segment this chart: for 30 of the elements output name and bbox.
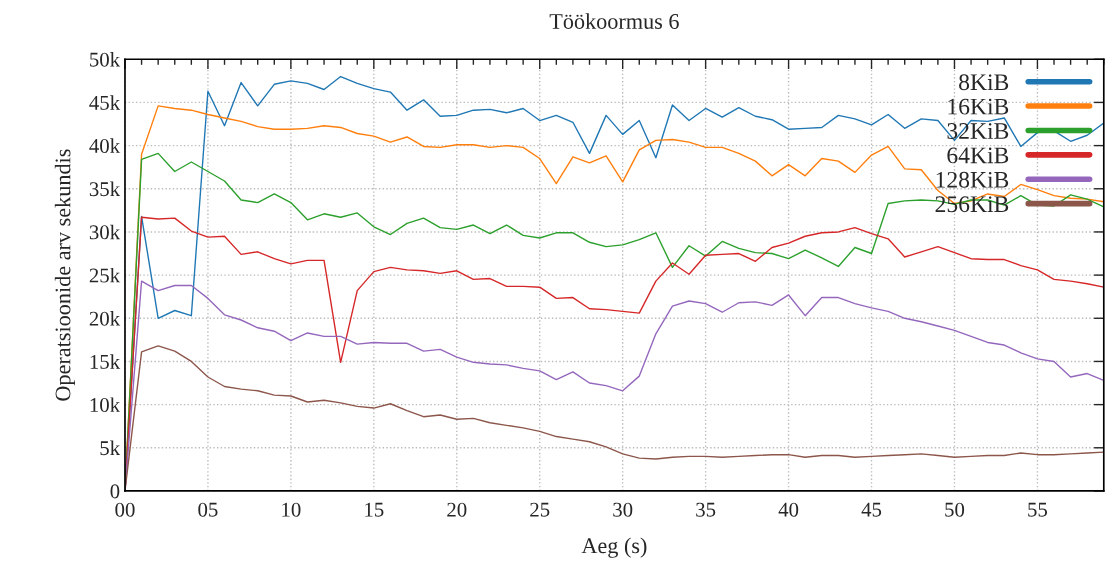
x-tick-label: 45 — [861, 502, 882, 517]
y-tick-label: 5k — [100, 440, 121, 456]
y-tick-label: 45k — [89, 95, 121, 110]
y-tick-label: 35k — [89, 181, 121, 197]
x-axis-title: Aeg (s) — [581, 537, 647, 558]
y-tick-label: 40k — [89, 138, 121, 154]
x-tick-label: 30 — [613, 502, 633, 517]
y-tick-label: 50k — [90, 52, 121, 67]
legend-label: 128KiB — [936, 171, 1009, 188]
x-tick-label: 20 — [447, 502, 467, 517]
x-tick-label: 40 — [778, 502, 799, 517]
y-tick-label: 25k — [89, 267, 121, 283]
x-tick-label: 05 — [198, 502, 218, 517]
x-tick-label: 50 — [945, 502, 965, 517]
legend-label: 8KiB — [959, 74, 1009, 91]
y-tick-label: 30k — [89, 224, 121, 240]
x-tick-label: 55 — [1028, 502, 1048, 517]
legend-label: 16KiB — [948, 98, 1009, 115]
x-tick-label: 35 — [696, 502, 716, 517]
x-tick-label: 15 — [365, 502, 384, 517]
y-axis-title: Operatsioonide arv sekundis — [54, 149, 75, 401]
y-tick-label: 0 — [110, 484, 120, 499]
y-tick-label: 10k — [90, 397, 121, 413]
chart-title: Töökoormus 6 — [549, 13, 679, 29]
legend-label: 64KiB — [947, 147, 1009, 164]
y-tick-label: 15k — [90, 354, 121, 369]
x-tick-label: 00 — [115, 502, 135, 517]
y-tick-label: 20k — [89, 311, 121, 326]
x-tick-label: 10 — [282, 502, 301, 517]
x-tick-label: 25 — [530, 502, 550, 517]
